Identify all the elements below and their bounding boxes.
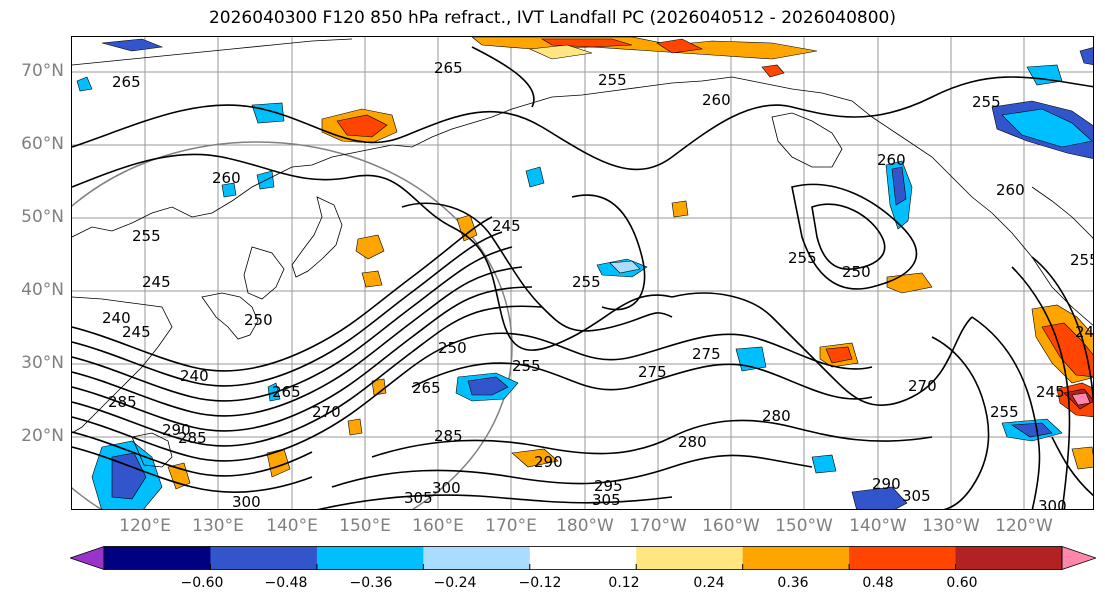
contour-label: 290 xyxy=(872,475,901,493)
contour-label: 255 xyxy=(132,227,161,245)
contour-label: 305 xyxy=(902,487,931,505)
coastlines xyxy=(72,38,1093,468)
colorbar-tick-label: 0.60 xyxy=(946,575,978,591)
colorbar-segment xyxy=(849,546,957,570)
contour-label: 255 xyxy=(990,403,1019,421)
contour-label: 250 xyxy=(244,311,273,329)
contour-label: 240 xyxy=(180,367,209,385)
contour-label: 255 xyxy=(598,71,627,89)
colorbar-tick-label: −0.60 xyxy=(180,575,224,591)
contour-label-group: 265 265 255 260 255 260 255 260 245 255 … xyxy=(102,59,1094,510)
colorbar-segment xyxy=(316,546,424,570)
contour-label: 265 xyxy=(412,379,441,397)
contour-label: 260 xyxy=(212,169,241,187)
lon-label-160w: 160°W xyxy=(702,516,760,536)
colorbar-tick-label: 0.36 xyxy=(777,575,809,591)
contour-label: 265 xyxy=(272,383,301,401)
contour-label: 300 xyxy=(432,479,461,497)
contour-label: 245 xyxy=(142,273,171,291)
contour-label: 265 xyxy=(434,59,463,77)
lat-label-20: 20°N xyxy=(21,426,64,446)
colorbar xyxy=(70,546,1096,570)
colorbar-segment xyxy=(104,546,211,570)
lon-label-120w: 120°W xyxy=(995,516,1053,536)
contour-label: 245 xyxy=(122,323,151,341)
contour-label: 250 xyxy=(438,339,467,357)
contour-label: 260 xyxy=(996,181,1025,199)
colorbar-tick-label: −0.12 xyxy=(518,575,562,591)
lon-label-170w: 170°W xyxy=(629,516,687,536)
contour-label: 285 xyxy=(434,427,463,445)
colorbar-extend-high xyxy=(1061,546,1096,570)
contour-label: 280 xyxy=(762,407,791,425)
lat-label-60: 60°N xyxy=(21,134,64,154)
contour-label: 290 xyxy=(534,453,563,471)
contour-label: 260 xyxy=(877,151,906,169)
contour-label: 255 xyxy=(512,357,541,375)
contour-label: 285 xyxy=(178,429,207,447)
colorbar-tick-label: 0.48 xyxy=(862,575,894,591)
contour-label: 260 xyxy=(702,91,731,109)
contour-label: 300 xyxy=(1038,497,1067,510)
lon-label-140w: 140°W xyxy=(849,516,907,536)
colorbar-segment xyxy=(955,546,1063,570)
contour-label: 265 xyxy=(112,73,141,91)
lat-label-50: 50°N xyxy=(21,207,64,227)
map-panel: 265 265 255 260 255 260 255 260 245 255 … xyxy=(71,36,1094,510)
contour-label: 285 xyxy=(108,393,137,411)
contour-label: 280 xyxy=(678,433,707,451)
lon-label-170e: 170°E xyxy=(485,516,537,536)
contour-label: 305 xyxy=(592,491,621,509)
colorbar-tick-label: 0.12 xyxy=(608,575,640,591)
contour-label: 290 xyxy=(162,421,191,439)
contour-label: 255 xyxy=(972,93,1001,111)
colorbar-tick-label: 0.24 xyxy=(693,575,725,591)
colorbar-tick-label: −0.36 xyxy=(349,575,393,591)
lat-label-30: 30°N xyxy=(21,353,64,373)
lat-label-70: 70°N xyxy=(21,61,64,81)
contour-label: 270 xyxy=(908,377,937,395)
contour-lines xyxy=(72,46,1093,509)
colorbar-extend-low xyxy=(70,546,105,570)
colorbar-border xyxy=(103,546,1063,570)
contour-label: 295 xyxy=(594,477,623,495)
lon-label-130w: 130°W xyxy=(922,516,980,536)
contour-label: 250 xyxy=(842,263,871,281)
lon-label-120e: 120°E xyxy=(119,516,171,536)
lon-label-180w: 180°W xyxy=(556,516,614,536)
colorbar-segment xyxy=(210,546,318,570)
colorbar-segment xyxy=(529,546,637,570)
contour-label: 255 xyxy=(572,273,601,291)
lon-label-160e: 160°E xyxy=(412,516,464,536)
contour-label: 240 xyxy=(1075,323,1094,341)
contour-label: 300 xyxy=(232,493,261,510)
contour-label: 255 xyxy=(1070,251,1094,269)
lon-label-140e: 140°E xyxy=(266,516,318,536)
lon-label-150w: 150°W xyxy=(775,516,833,536)
colorbar-segment xyxy=(423,546,531,570)
colorbar-tick-label: −0.24 xyxy=(433,575,477,591)
colorbar-segment xyxy=(636,546,744,570)
lon-label-150e: 150°E xyxy=(339,516,391,536)
contour-label: 275 xyxy=(692,345,721,363)
contour-label: 270 xyxy=(312,403,341,421)
gridlines xyxy=(72,37,1093,509)
contour-label: 275 xyxy=(638,363,667,381)
contour-label: 255 xyxy=(788,249,817,267)
lon-label-130e: 130°E xyxy=(192,516,244,536)
colorbar-tick-label: −0.48 xyxy=(264,575,308,591)
lat-label-40: 40°N xyxy=(21,280,64,300)
landfall-region-circle xyxy=(72,141,513,509)
contour-label: 305 xyxy=(404,489,433,507)
contour-label: 240 xyxy=(102,309,131,327)
contour-label: 245 xyxy=(1036,383,1065,401)
map-canvas: 265 265 255 260 255 260 255 260 245 255 … xyxy=(72,37,1094,510)
map-title: 2026040300 F120 850 hPa refract., IVT La… xyxy=(208,8,896,28)
colorbar-segment xyxy=(742,546,850,570)
contour-label: 245 xyxy=(492,217,521,235)
